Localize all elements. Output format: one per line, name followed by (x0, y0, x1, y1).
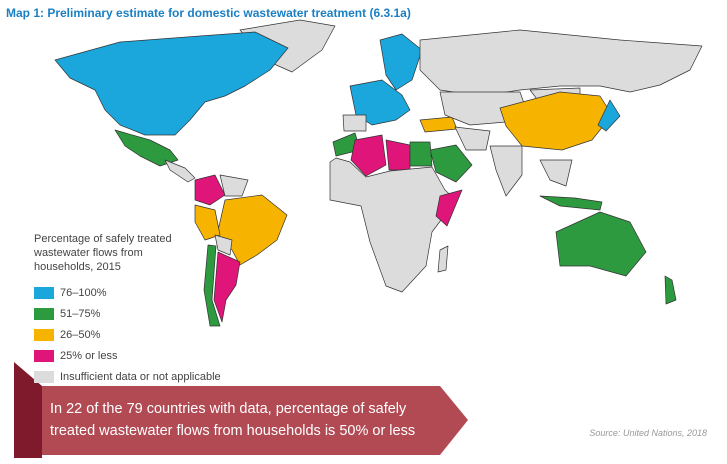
country-region (385, 139, 411, 171)
country-region (555, 211, 647, 277)
country-region (664, 275, 677, 305)
legend-label: Insufficient data or not applicable (60, 370, 221, 383)
legend-items: 76–100% 51–75% 26–50% 25% or less Insufficie… (34, 282, 221, 387)
banner-accent (14, 362, 42, 458)
country-region (499, 91, 613, 151)
country-region (54, 31, 289, 136)
legend-swatch (34, 286, 54, 299)
legend-label: 76–100% (60, 286, 107, 299)
country-region (419, 116, 458, 133)
legend-item: 76–100% (34, 282, 221, 303)
country-region (409, 141, 433, 167)
source-note: Source: United Nations, 2018 (589, 428, 707, 438)
country-region (213, 251, 241, 323)
country-region (214, 234, 233, 256)
legend-item: 26–50% (34, 324, 221, 345)
country-region (194, 174, 226, 206)
country-region (219, 174, 249, 197)
legend-swatch (34, 328, 54, 341)
country-region (350, 134, 387, 177)
legend-item: 25% or less (34, 345, 221, 366)
country-region (437, 245, 449, 273)
country-region (539, 195, 603, 211)
country-region (379, 33, 423, 91)
legend-title: Percentage of safely treated wastewater … (34, 233, 172, 273)
legend-label: 26–50% (60, 328, 101, 341)
legend-item: Insufficient data or not applicable (34, 366, 221, 387)
callout-text: In 22 of the 79 countries with data, per… (50, 401, 416, 439)
country-region (164, 159, 196, 183)
country-region (429, 144, 473, 183)
country-region (114, 129, 179, 167)
country-region (435, 189, 463, 227)
country-region (539, 159, 573, 187)
country-region (194, 204, 221, 241)
legend-swatch (34, 349, 54, 362)
legend-swatch (34, 370, 54, 383)
legend-item: 51–75% (34, 303, 221, 324)
country-region (489, 145, 523, 197)
country-region (342, 114, 367, 132)
banner (42, 386, 468, 455)
legend-label: 25% or less (60, 349, 118, 362)
legend-label: 51–75% (60, 307, 101, 320)
legend: Percentage of safely treated wastewater … (34, 232, 221, 387)
country-region (216, 194, 288, 266)
country-region (597, 99, 621, 132)
country-region (454, 126, 491, 151)
regions (54, 19, 703, 327)
country-region (203, 244, 221, 327)
country-region (329, 157, 457, 293)
legend-swatch (34, 307, 54, 320)
country-region (419, 29, 703, 97)
map-title: Map 1: Preliminary estimate for domestic… (6, 6, 411, 20)
